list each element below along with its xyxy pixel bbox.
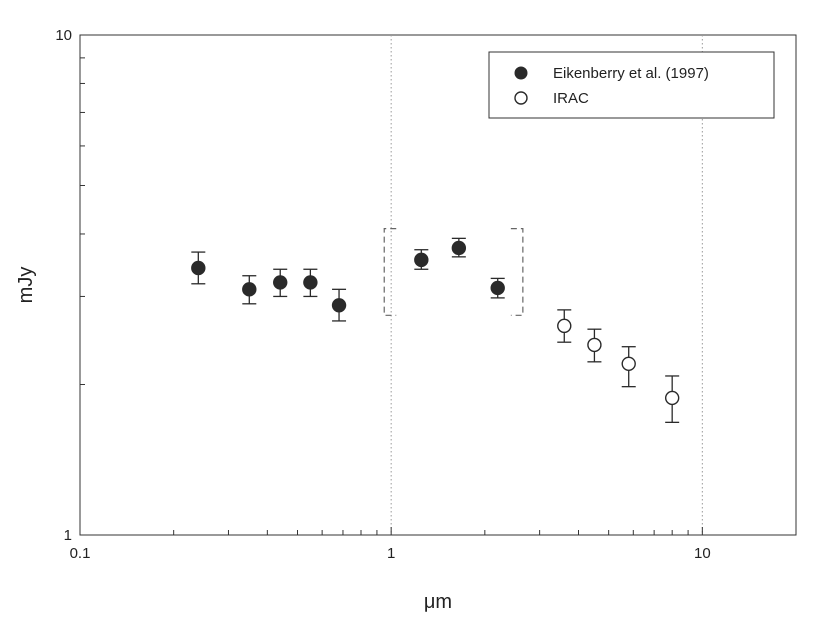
x-axis-label: μm [424, 591, 452, 613]
data-point [331, 288, 347, 322]
marker-open-circle [621, 356, 636, 371]
x-tick-label: 0.1 [70, 545, 91, 562]
legend-label-eikenberry: Eikenberry et al. (1997) [553, 65, 709, 82]
marker-filled-circle [490, 280, 505, 296]
legend: Eikenberry et al. (1997) IRAC [488, 51, 775, 119]
marker-open-circle [664, 390, 680, 406]
marker-filled-circle [191, 260, 206, 276]
legend-marker-irac [514, 91, 528, 105]
data-point [587, 328, 602, 363]
data-point [273, 268, 288, 298]
data-point [451, 237, 467, 258]
plot-frame [79, 34, 797, 536]
data-point [490, 277, 505, 299]
data-point [664, 375, 680, 423]
data-points [191, 237, 680, 423]
data-point [242, 275, 257, 305]
x-tick-label: 10 [694, 545, 711, 562]
y-axis-label: mJy [15, 267, 37, 304]
y-tick-label: 1 [64, 527, 72, 544]
marker-open-circle [557, 318, 572, 334]
data-point [303, 268, 318, 298]
data-point [557, 309, 572, 343]
y-tick-label: 10 [55, 27, 72, 44]
data-point [414, 249, 429, 270]
bracket [383, 228, 524, 316]
reference-lines [390, 35, 703, 535]
marker-filled-circle [331, 298, 347, 313]
marker-filled-circle [451, 240, 467, 256]
x-tick-label: 1 [387, 545, 395, 562]
marker-filled-circle [303, 275, 318, 290]
data-point [621, 346, 636, 388]
legend-label-irac: IRAC [553, 90, 589, 107]
marker-filled-circle [242, 282, 257, 297]
bracket-right [510, 228, 524, 316]
marker-open-circle [587, 337, 602, 353]
legend-box [488, 51, 775, 119]
marker-filled-circle [414, 252, 429, 268]
data-point [191, 251, 206, 285]
marker-filled-circle [273, 275, 288, 290]
bracket-left [383, 228, 397, 316]
legend-marker-eikenberry [514, 66, 528, 80]
